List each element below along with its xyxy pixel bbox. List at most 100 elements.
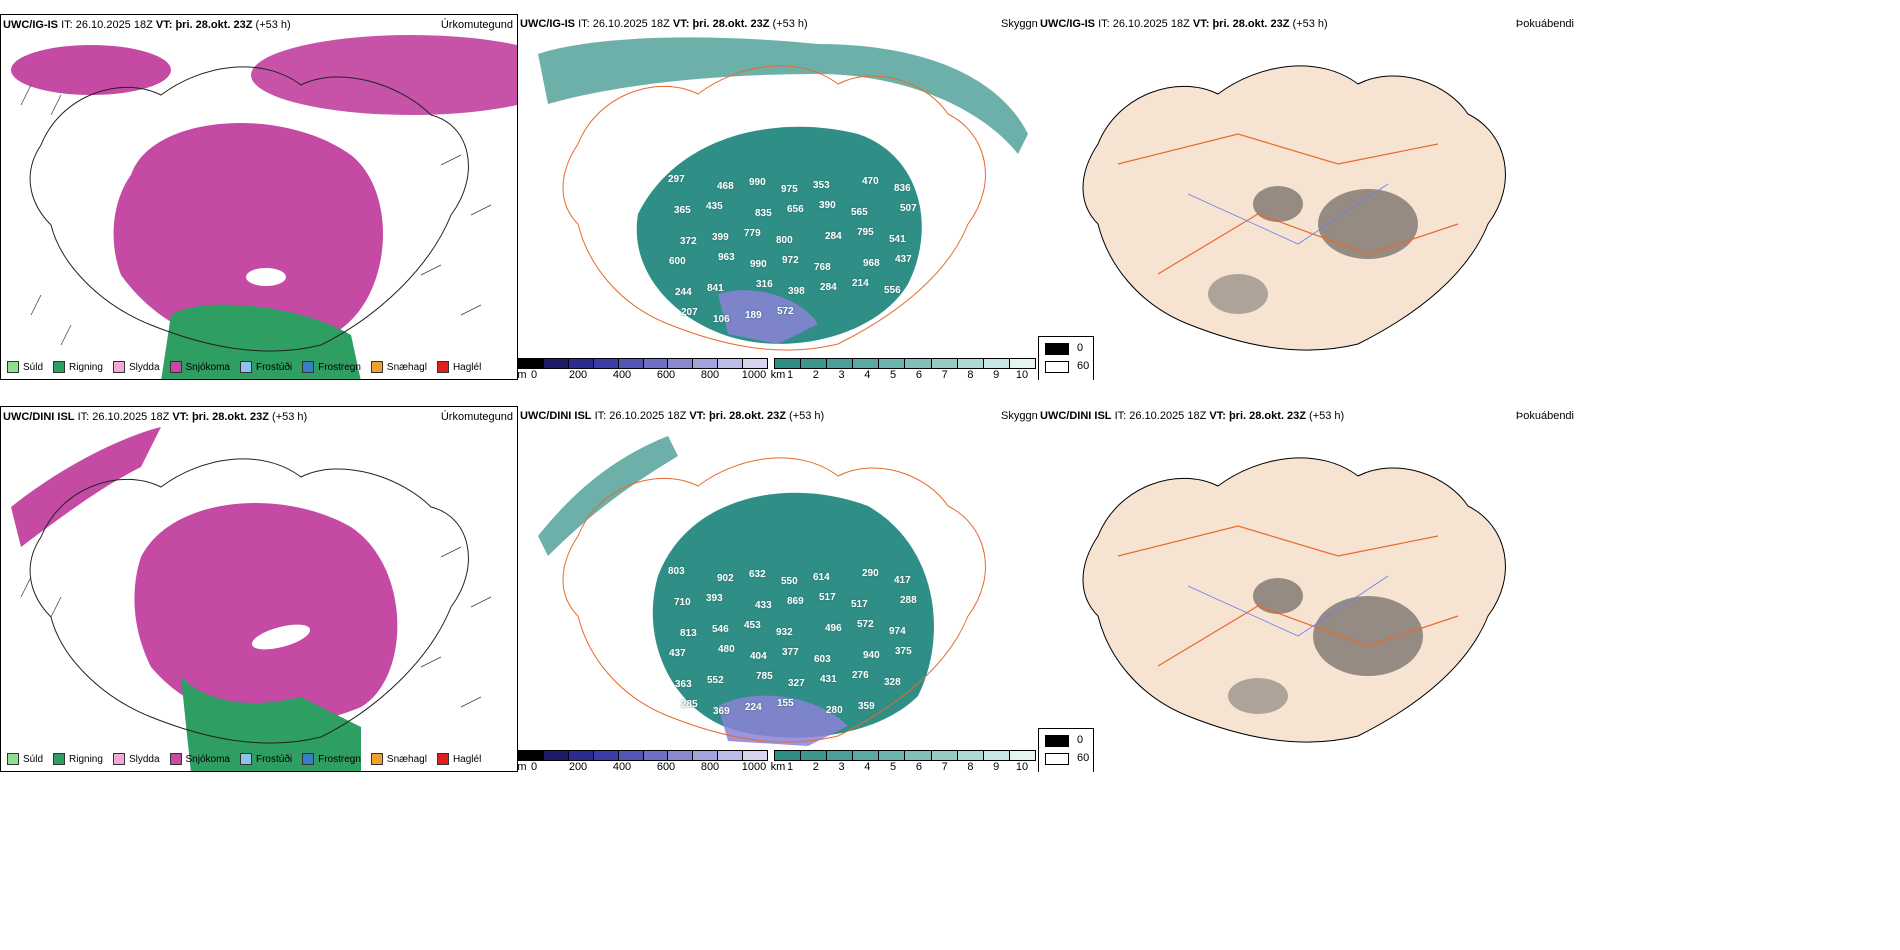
colorbar-tick: 1 — [786, 369, 794, 380]
visibility-label: 470 — [862, 176, 879, 187]
visibility-label: 214 — [852, 278, 869, 289]
visibility-label: 552 — [707, 675, 724, 686]
colorbar-tick: 200 — [568, 369, 588, 380]
legend-item: Slydda — [112, 753, 160, 765]
visibility-label: 433 — [755, 600, 772, 611]
panel-title: Úrkomutegund — [440, 411, 513, 423]
legend-item: Rigning — [53, 753, 103, 765]
visibility-label: 435 — [706, 201, 723, 212]
panel-title: Þokuábendi — [1515, 18, 1574, 30]
visibility-label: 290 — [862, 568, 879, 579]
colorbar-tick: 800 — [700, 761, 720, 772]
visibility-map — [538, 37, 1028, 351]
visibility-label: 285 — [681, 699, 698, 710]
legend-swatch — [169, 361, 182, 373]
visibility-label: 572 — [777, 306, 794, 317]
visibility-label: 600 — [669, 256, 686, 267]
colorbar-unit: km — [770, 369, 786, 380]
legend-item: Slydda — [112, 361, 160, 373]
visibility-label: 836 — [894, 183, 911, 194]
visibility-label: 393 — [706, 593, 723, 604]
visibility-label: 785 — [756, 671, 773, 682]
legend-label: Frostregn — [318, 361, 361, 373]
panel-header: UWC/IG-IS IT: 26.10.2025 18Z VT: þri. 28… — [520, 18, 808, 30]
visibility-panel-row2: UWC/DINI ISL IT: 26.10.2025 18Z VT: þri.… — [518, 406, 1038, 772]
colorbar-unit: m — [518, 761, 527, 772]
colorbar-tick: 1 — [786, 761, 794, 772]
colorbar-tick: 1000 — [741, 761, 767, 772]
legend-swatch — [53, 753, 66, 765]
visibility-label: 656 — [787, 204, 804, 215]
visibility-label: 710 — [674, 597, 691, 608]
legend-label: Slydda — [128, 753, 160, 765]
visibility-label: 453 — [744, 620, 761, 631]
panel-header: UWC/DINI ISL IT: 26.10.2025 18Z VT: þri.… — [1040, 410, 1345, 422]
legend-swatch — [7, 753, 19, 765]
colorbar-tick: 8 — [967, 369, 974, 380]
visibility-label: 869 — [787, 596, 804, 607]
panel-header: UWC/IG-IS IT: 26.10.2025 18Z VT: þri. 28… — [3, 19, 291, 31]
visibility-label: 276 — [852, 670, 869, 681]
visibility-label: 155 — [777, 698, 794, 709]
visibility-label: 404 — [750, 651, 767, 662]
panel-title: Úrkomutegund — [440, 19, 513, 31]
legend-label: Snæhagl — [386, 361, 427, 373]
colorbar-tick: 7 — [941, 761, 948, 772]
panel-title: Skyggni — [1001, 18, 1041, 30]
colorbar-tick: 3 — [838, 761, 845, 772]
visibility-label: 353 — [813, 180, 830, 191]
legend-swatch — [239, 361, 252, 373]
visibility-label: 398 — [788, 286, 805, 297]
legend-swatch — [112, 753, 125, 765]
legend-swatch — [169, 753, 182, 765]
visibility-label: 614 — [813, 572, 830, 583]
legend-item: Frostúði — [239, 361, 292, 373]
legend-item: Súld — [7, 753, 43, 765]
visibility-label: 496 — [825, 623, 842, 634]
visibility-label: 375 — [895, 646, 912, 657]
legend-item: Haglél — [436, 361, 481, 373]
visibility-panel-row1: UWC/IG-IS IT: 26.10.2025 18Z VT: þri. 28… — [518, 14, 1038, 380]
visibility-label: 284 — [820, 282, 837, 293]
legend-label: Súld — [23, 753, 44, 765]
colorbar-km: km 1 2 3 4 5 6 7 8 9 10 — [771, 750, 1036, 772]
legend-label: Rigning — [69, 361, 103, 373]
colorbar-tick: 5 — [890, 369, 897, 380]
visibility-label: 541 — [889, 234, 906, 245]
legend-item: Frostregn — [302, 361, 361, 373]
visibility-label: 328 — [884, 677, 901, 688]
visibility-label: 940 — [863, 650, 880, 661]
panel-header: UWC/DINI ISL IT: 26.10.2025 18Z VT: þri.… — [3, 411, 308, 423]
visibility-label: 480 — [718, 644, 735, 655]
visibility-label: 468 — [717, 181, 734, 192]
precip-panel-row2: UWC/DINI ISL IT: 26.10.2025 18Z VT: þri.… — [0, 406, 518, 772]
legend-label: Snæhagl — [386, 753, 427, 765]
visibility-map — [538, 436, 986, 746]
visibility-label: 377 — [782, 647, 799, 658]
panel-title: Skyggni — [1001, 410, 1041, 422]
legend-item: Snæhagl — [370, 753, 427, 765]
visibility-label: 224 — [745, 702, 762, 713]
visibility-label: 399 — [712, 232, 729, 243]
legend-label: Rigning — [69, 753, 103, 765]
visibility-label: 565 — [851, 207, 868, 218]
visibility-label: 327 — [788, 678, 805, 689]
visibility-label: 363 — [675, 679, 692, 690]
visibility-label: 835 — [755, 208, 772, 219]
legend-swatch — [112, 361, 125, 373]
visibility-label: 359 — [858, 701, 875, 712]
legend-swatch — [302, 753, 315, 765]
legend-item: Frostúði — [239, 753, 292, 765]
fog-panel-row1: UWC/IG-IS IT: 26.10.2025 18Z VT: þri. 28… — [1038, 14, 1578, 380]
visibility-label: 244 — [675, 287, 692, 298]
colorbar-tick: 7 — [941, 369, 948, 380]
visibility-label: 963 — [718, 252, 735, 263]
visibility-label: 284 — [825, 231, 842, 242]
colorbar-m: m 0 200 400 600 800 1000 — [518, 358, 768, 380]
visibility-label: 372 — [680, 236, 697, 247]
colorbar-tick: 2 — [812, 369, 819, 380]
precip-panel-row1: UWC/IG-IS IT: 26.10.2025 18Z VT: þri. 28… — [0, 14, 518, 380]
visibility-label: 507 — [900, 203, 917, 214]
colorbar-tick: 2 — [812, 761, 819, 772]
colorbar-tick: 400 — [612, 761, 632, 772]
